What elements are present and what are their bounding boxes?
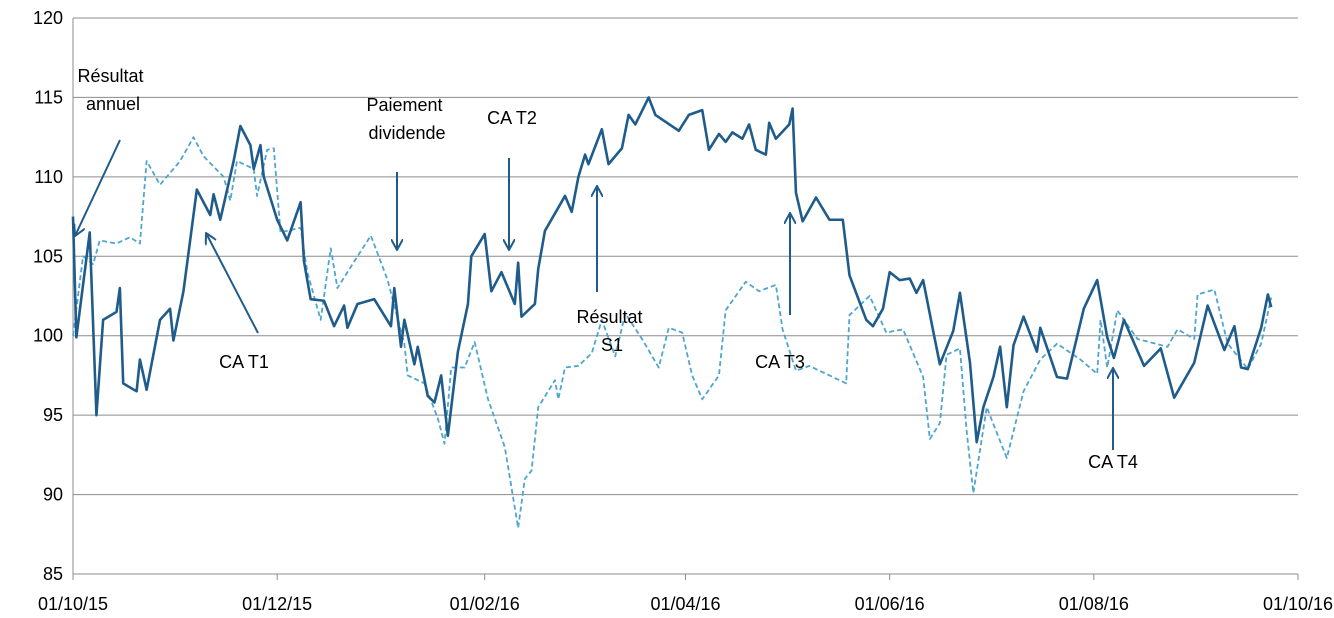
y-tick-label: 100 xyxy=(33,326,63,346)
annotation: CA T4 xyxy=(1088,452,1138,472)
line-series xyxy=(72,136,1273,529)
annotations: Résultat annuel CA T1 Paiement dividende… xyxy=(77,66,1137,472)
y-tick-label: 85 xyxy=(43,564,63,584)
annotation-line: S1 xyxy=(601,335,623,355)
annotation-line: Résultat xyxy=(77,66,143,86)
annotation-line: Paiement xyxy=(366,95,442,115)
annotation-line: dividende xyxy=(368,123,445,143)
x-tick-label: 01/10/15 xyxy=(38,594,108,614)
y-tick-label: 105 xyxy=(33,246,63,266)
arrow xyxy=(75,139,121,236)
annotation-line: annuel xyxy=(86,94,140,114)
annotation: Paiement dividende xyxy=(366,95,447,143)
annotation: CA T1 xyxy=(219,352,269,372)
x-tick-label: 01/10/16 xyxy=(1263,594,1333,614)
grid: 85 90 95 100 105 110 115 120 01/10/15 01/12/15 01/… xyxy=(33,8,1333,614)
y-tick-label: 95 xyxy=(43,405,63,425)
x-tick-label: 01/02/16 xyxy=(450,594,520,614)
line-series xyxy=(71,96,1273,444)
x-tick-label: 01/08/16 xyxy=(1059,594,1129,614)
y-tick-label: 90 xyxy=(43,485,63,505)
annotation-arrows xyxy=(75,139,1113,450)
annotation: Résultat S1 xyxy=(576,307,647,355)
y-tick-label: 115 xyxy=(34,87,63,107)
annotation-line: Résultat xyxy=(576,307,642,327)
x-tick-label: 01/04/16 xyxy=(650,594,720,614)
x-tick-label: 01/06/16 xyxy=(855,594,925,614)
annotation: Résultat annuel xyxy=(77,66,148,114)
x-tick-label: 01/12/15 xyxy=(242,594,312,614)
y-tick-label: 120 xyxy=(33,8,63,28)
plot-area xyxy=(71,96,1273,529)
y-tick-label: 110 xyxy=(34,167,63,187)
arrow xyxy=(206,233,259,334)
annotation: CA T3 xyxy=(755,352,805,372)
annotation: CA T2 xyxy=(487,108,537,128)
